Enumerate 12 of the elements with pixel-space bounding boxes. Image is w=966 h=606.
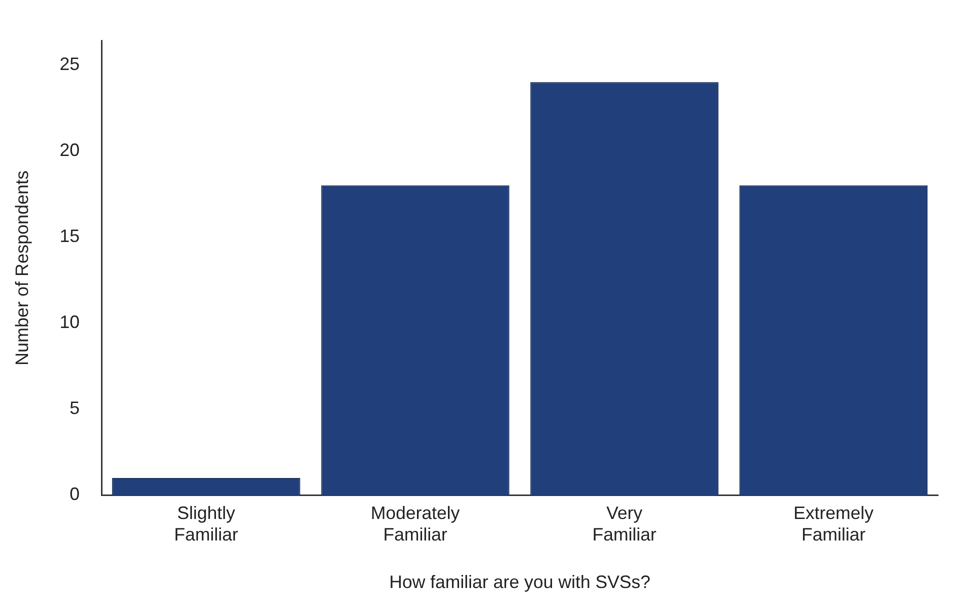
y-tick-label: 10: [60, 312, 80, 332]
y-tick-label: 5: [70, 398, 80, 418]
y-tick-label: 0: [70, 484, 80, 504]
y-tick-label: 15: [60, 226, 80, 246]
y-tick-label: 25: [60, 54, 80, 74]
x-tick-label: Very Familiar: [592, 502, 656, 545]
x-tick-label: Slightly Familiar: [174, 502, 238, 545]
x-tick-label: Moderately Familiar: [370, 502, 460, 545]
x-tick-label: Extremely Familiar: [793, 502, 874, 545]
y-tick-label: 20: [60, 140, 80, 160]
x-axis-title: How familiar are you with SVSs?: [389, 572, 650, 592]
y-axis-title: Number of Respondents: [12, 170, 32, 366]
